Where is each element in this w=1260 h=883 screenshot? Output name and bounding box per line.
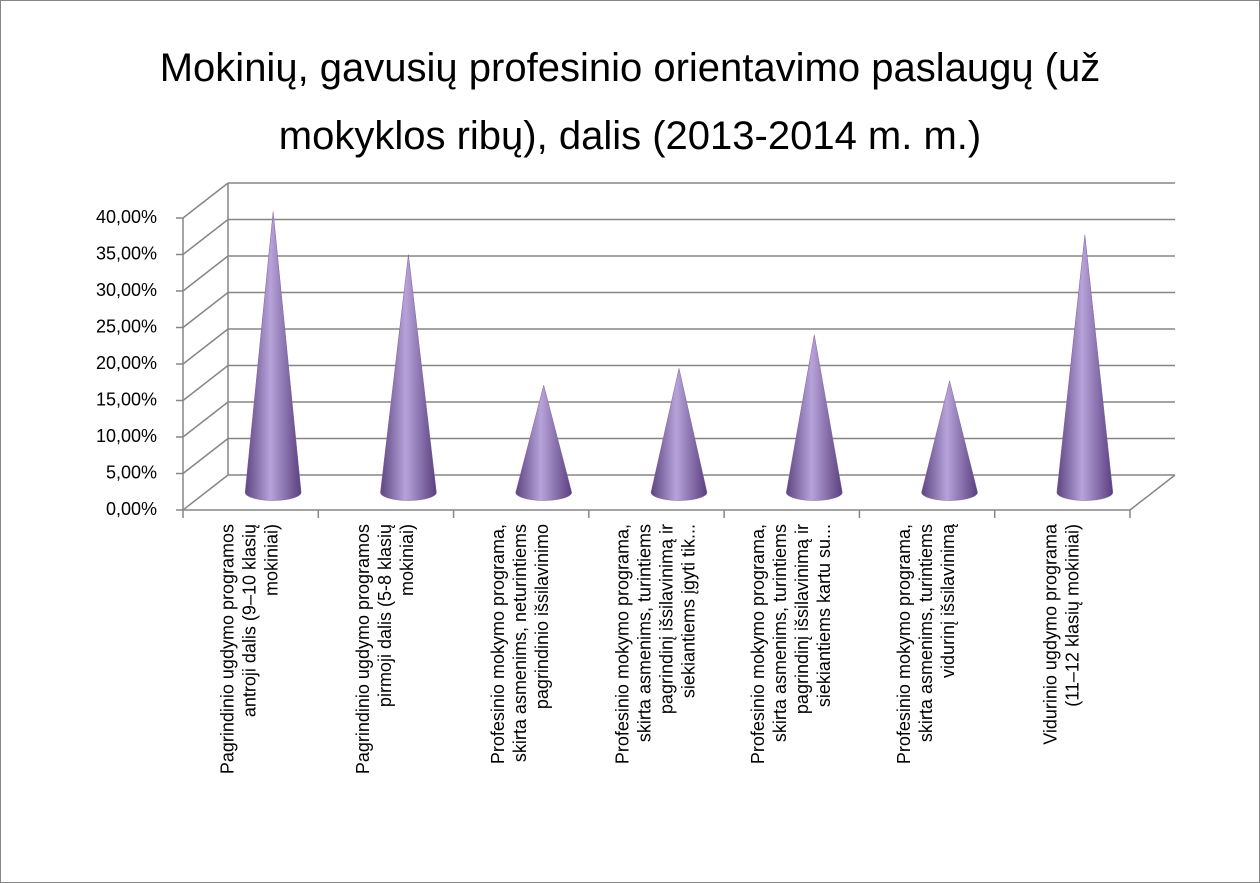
grid-line bbox=[182, 255, 229, 292]
x-tick-label-line: Profesinio mokymo programa, bbox=[612, 524, 632, 764]
x-tick-label: Pagrindinio ugdymo programos antroji dali… bbox=[217, 524, 281, 774]
x-tick-label-line: skirta asmenims, turintiems bbox=[770, 524, 790, 742]
x-tick-label-line: skirta asmenims, neturintiems bbox=[510, 524, 530, 762]
y-tick-label: 30,00% bbox=[96, 280, 157, 300]
floor-right bbox=[1129, 474, 1176, 511]
cone bbox=[786, 334, 843, 501]
grid-line bbox=[182, 401, 229, 438]
x-tick-label-line: siekiantiems įgyti tik... bbox=[678, 524, 698, 698]
y-tick-label: 35,00% bbox=[96, 243, 157, 263]
cone bbox=[1056, 234, 1114, 501]
grid-line bbox=[182, 364, 229, 402]
x-tick-label-line: skirta asmenims, turintiems bbox=[634, 524, 654, 742]
x-tick-label-line: mokiniai) bbox=[261, 524, 281, 596]
x-tick-label: Profesinio mokymo programa, skirta asmeni… bbox=[894, 523, 958, 764]
cone bbox=[650, 368, 708, 501]
grid-line bbox=[182, 182, 229, 219]
x-tick-label-line: siekiantiems kartu su... bbox=[814, 524, 834, 707]
x-tick-label-line: pagrindinį išsilavinimą ir bbox=[792, 524, 812, 714]
y-tick-label: 5,00% bbox=[106, 462, 157, 482]
x-tick-label: Pagrindinio ugdymo programos pirmoji dali… bbox=[353, 524, 417, 774]
grid-line bbox=[182, 437, 229, 475]
grid-line bbox=[182, 291, 229, 329]
x-tick-label: Profesinio mokymo programa, skirta asmeni… bbox=[748, 524, 834, 764]
x-tick-label-line: pirmoji dalis (5-8 klasių bbox=[375, 524, 395, 707]
x-tick-label-line: (11–12 klasių mokiniai) bbox=[1062, 524, 1082, 707]
y-tick-label: 25,00% bbox=[96, 316, 157, 336]
grid-line bbox=[182, 474, 229, 511]
y-tick-label: 10,00% bbox=[96, 426, 157, 446]
y-tick-label: 15,00% bbox=[96, 389, 157, 409]
x-tick-label: Vidurinio ugdymo programa (11–12 klasių m… bbox=[1040, 523, 1082, 745]
y-tick-label: 0,00% bbox=[106, 499, 157, 519]
cone bbox=[244, 211, 302, 501]
x-tick-label-line: Pagrindinio ugdymo programos bbox=[353, 524, 373, 774]
x-tick-label-line: mokiniai) bbox=[397, 524, 417, 596]
cone bbox=[380, 254, 437, 501]
x-tick-label-line: skirta asmenims, turintiems bbox=[916, 524, 936, 742]
y-tick-label: 40,00% bbox=[96, 207, 157, 227]
chart-title: Mokinių, gavusių profesinio orientavimo … bbox=[159, 46, 1101, 158]
x-tick-label: Profesinio mokymo programa, skirta asmeni… bbox=[612, 524, 698, 764]
x-tick-label-line: Vidurinio ugdymo programa bbox=[1040, 523, 1060, 745]
x-tick-label-line: Profesinio mokymo programa, bbox=[894, 524, 914, 764]
x-tick-label-line: Pagrindinio ugdymo programos bbox=[217, 524, 237, 774]
y-tick-label: 20,00% bbox=[96, 353, 157, 373]
x-tick-label-line: pagrindinio išsilavinimo bbox=[532, 524, 552, 709]
grid-line bbox=[182, 218, 229, 256]
cone bbox=[515, 384, 572, 501]
grid-line bbox=[182, 328, 229, 365]
x-tick-label-line: vidurinį išsilavinimą bbox=[938, 523, 958, 678]
x-tick-label-line: pagrindinį išsilavinimą ir bbox=[656, 524, 676, 714]
x-tick-label-line: Profesinio mokymo programa, bbox=[488, 524, 508, 764]
x-tick-label: Profesinio mokymo programa, skirta asmeni… bbox=[488, 524, 552, 764]
x-tick-label-line: Profesinio mokymo programa, bbox=[748, 524, 768, 764]
cone bbox=[921, 380, 978, 501]
x-tick-label-line: antroji dalis (9–10 klasių bbox=[239, 524, 259, 717]
